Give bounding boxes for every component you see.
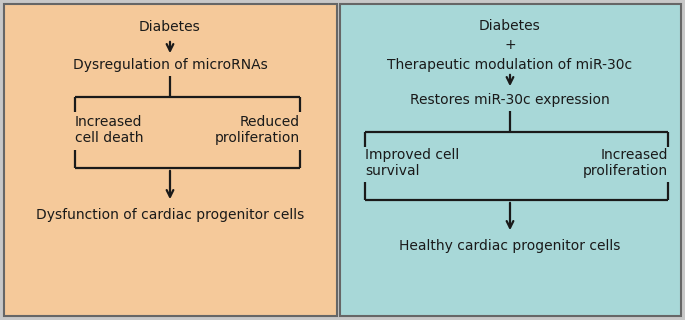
Text: Diabetes: Diabetes xyxy=(139,20,201,34)
Text: Improved cell
survival: Improved cell survival xyxy=(365,148,459,178)
Bar xyxy=(340,4,681,316)
Text: Restores miR-30c expression: Restores miR-30c expression xyxy=(410,93,610,107)
Text: Dysregulation of microRNAs: Dysregulation of microRNAs xyxy=(73,58,267,72)
Text: Increased
proliferation: Increased proliferation xyxy=(583,148,668,178)
Text: Dysfunction of cardiac progenitor cells: Dysfunction of cardiac progenitor cells xyxy=(36,208,304,222)
Text: Diabetes
+
Therapeutic modulation of miR-30c: Diabetes + Therapeutic modulation of miR… xyxy=(388,19,632,71)
Text: Reduced
proliferation: Reduced proliferation xyxy=(215,115,300,145)
Text: Increased
cell death: Increased cell death xyxy=(75,115,143,145)
Bar xyxy=(4,4,337,316)
Text: Healthy cardiac progenitor cells: Healthy cardiac progenitor cells xyxy=(399,239,621,253)
